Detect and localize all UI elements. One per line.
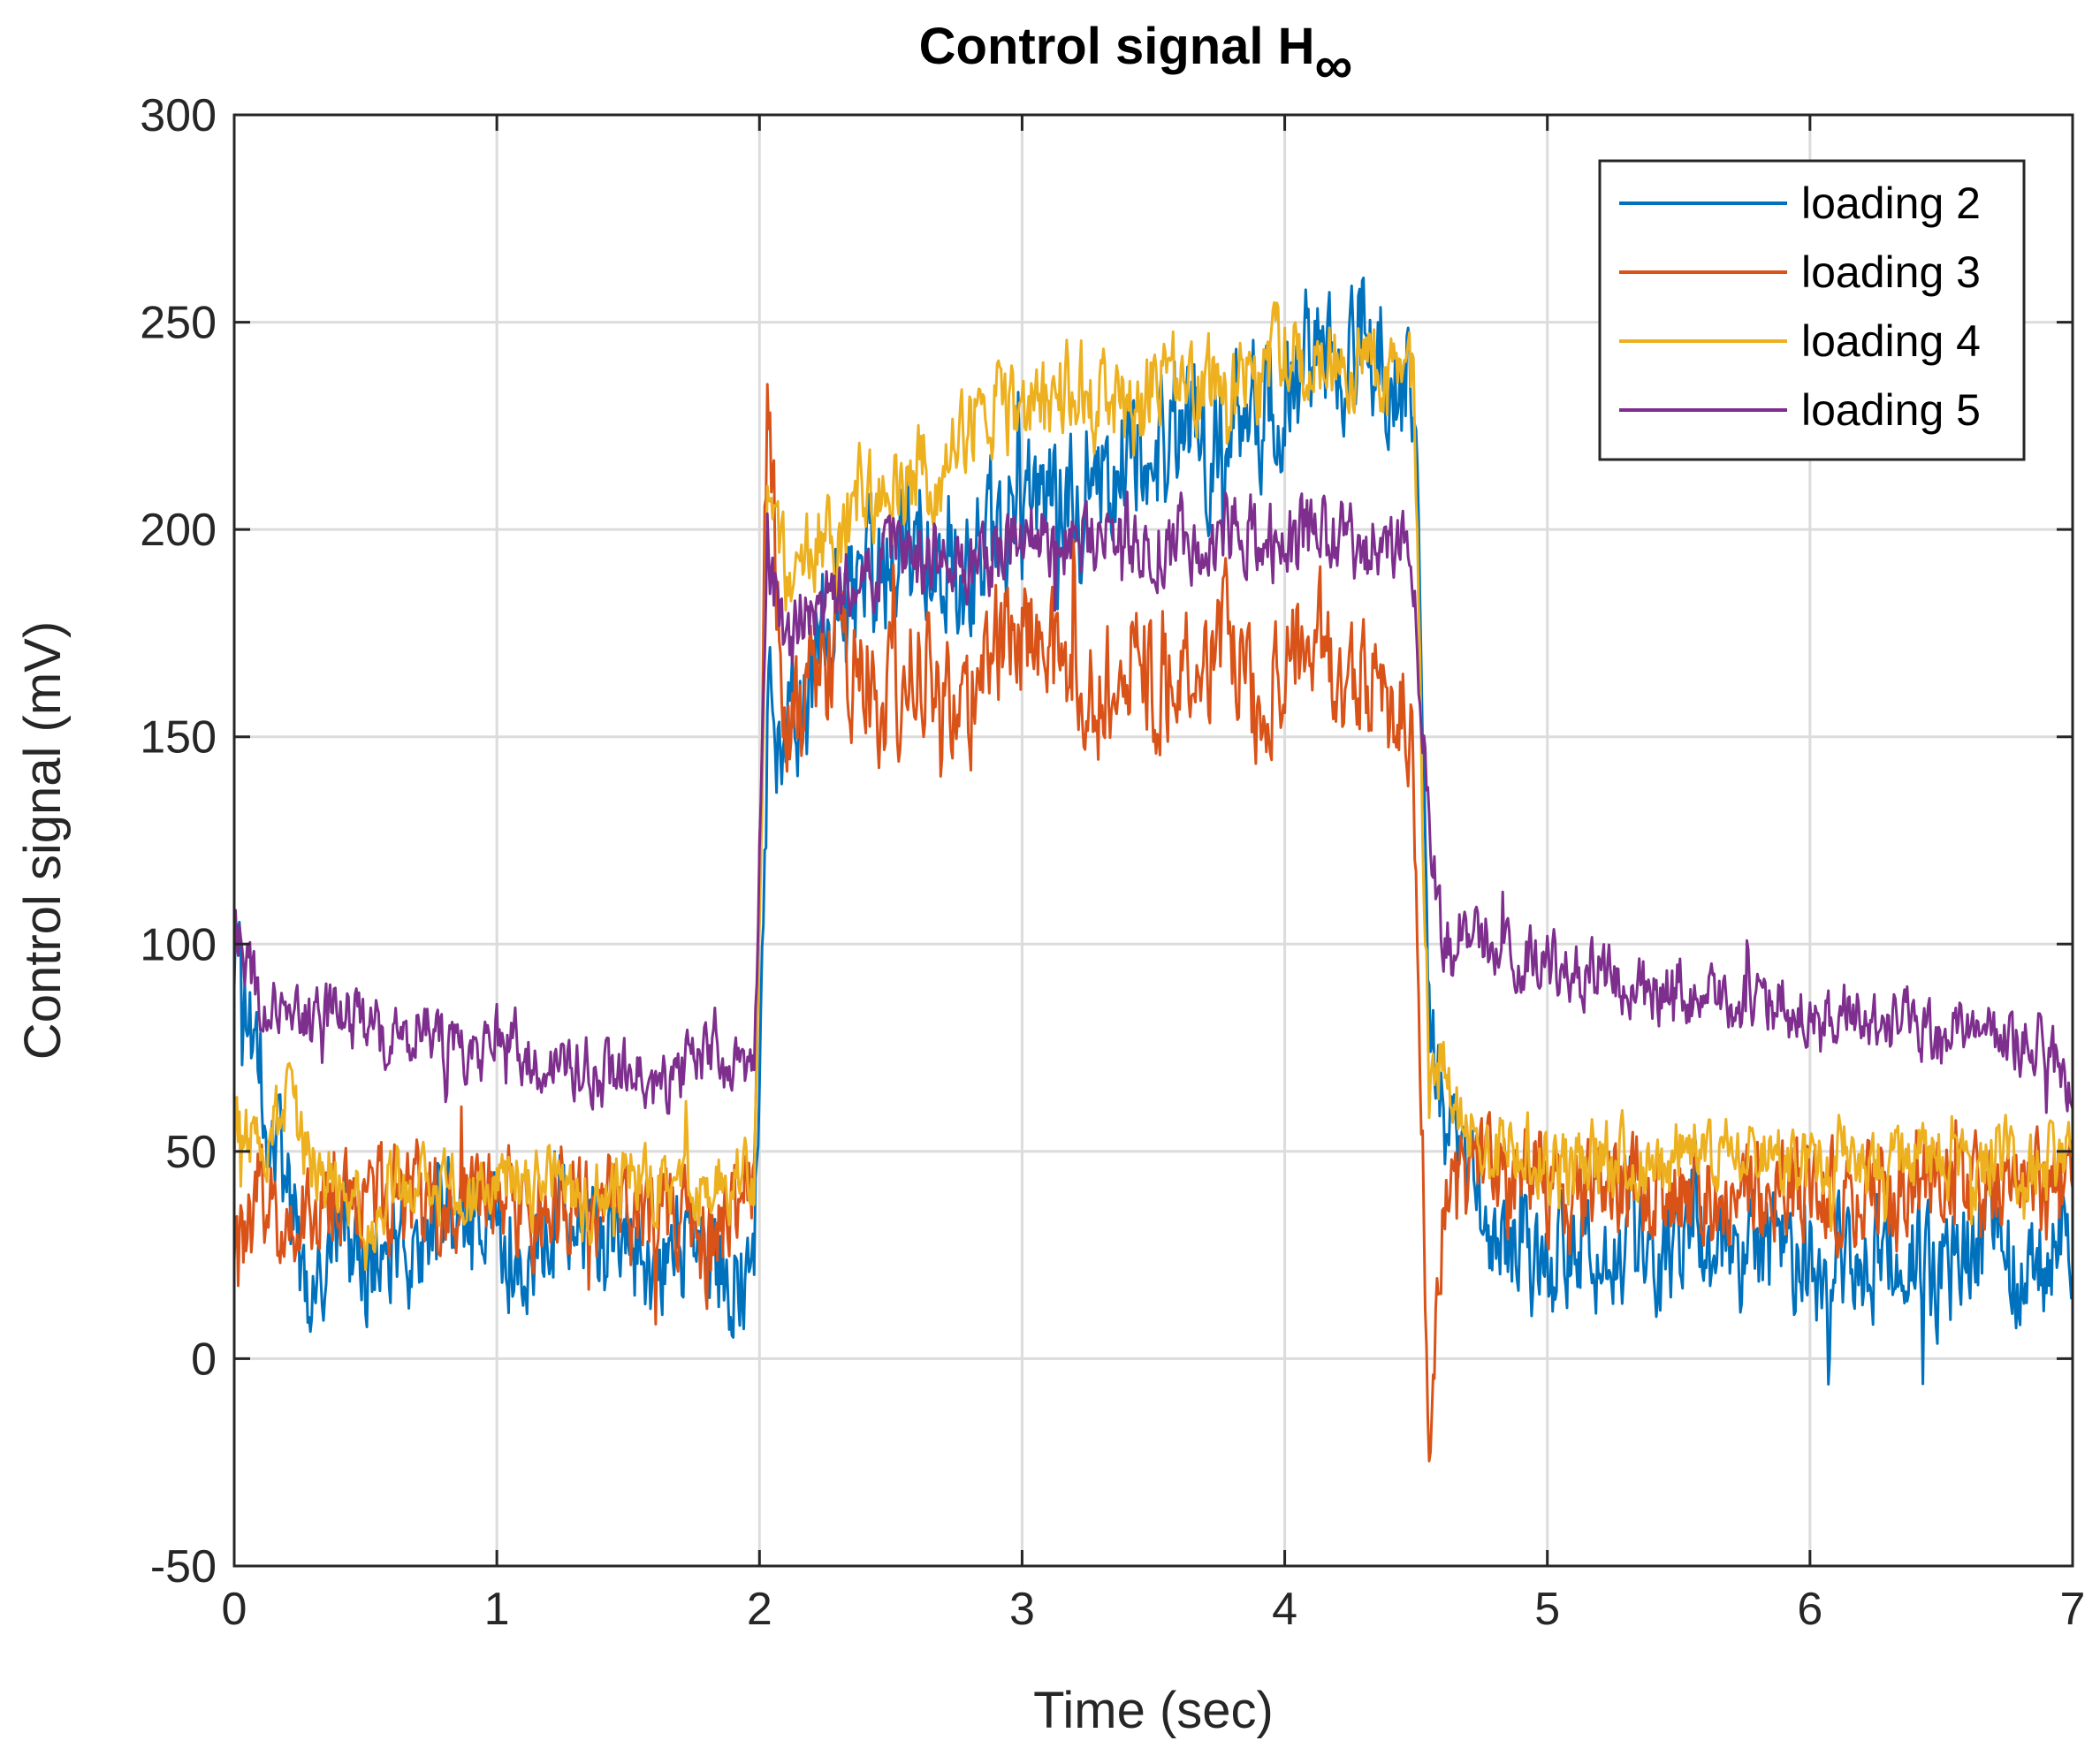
series-line-loading-3 [232, 383, 2074, 1463]
ticks [232, 113, 2074, 1568]
y-tick-label: 100 [140, 919, 217, 970]
chart-title: Control signal H∞ [919, 18, 1353, 95]
x-tick-label: 5 [1534, 1584, 1560, 1635]
y-tick-label: 200 [140, 505, 217, 556]
legend-label: loading 5 [1801, 385, 1981, 435]
y-tick-labels: -50 0 50 100 150 200 250 300 [140, 90, 217, 1593]
x-tick-label: 6 [1797, 1584, 1822, 1635]
x-tick-label: 7 [2060, 1584, 2086, 1635]
legend-label: loading 2 [1801, 179, 1981, 228]
chart-title-main: Control signal H [919, 18, 1315, 75]
y-tick-label: 250 [140, 298, 217, 349]
y-tick-label: 50 [165, 1127, 217, 1178]
x-tick-label: 3 [1009, 1584, 1035, 1635]
series-line-loading-4 [232, 300, 2074, 1271]
x-tick-label: 2 [747, 1584, 772, 1635]
legend: loading 2 loading 3 loading 4 loading 5 [1598, 159, 2026, 461]
y-tick-label: 300 [140, 90, 217, 141]
x-tick-label: 0 [222, 1584, 247, 1635]
chart-title-subscript: ∞ [1315, 35, 1353, 95]
x-tick-label: 1 [484, 1584, 510, 1635]
x-axis-label: Time (sec) [1033, 1682, 1274, 1739]
x-tick-labels: 0 1 2 3 4 5 6 7 [222, 1584, 2086, 1635]
y-tick-label: -50 [150, 1541, 217, 1593]
axes-box [232, 113, 2074, 1568]
y-axis-label: Control signal (mV) [14, 621, 72, 1060]
series-line-loading-5 [232, 490, 2074, 1115]
legend-label: loading 3 [1801, 247, 1981, 297]
series-lines [232, 276, 2074, 1463]
y-tick-label: 150 [140, 712, 217, 764]
x-tick-label: 4 [1272, 1584, 1297, 1635]
y-tick-label: 0 [191, 1334, 217, 1385]
legend-label: loading 4 [1801, 316, 1981, 366]
